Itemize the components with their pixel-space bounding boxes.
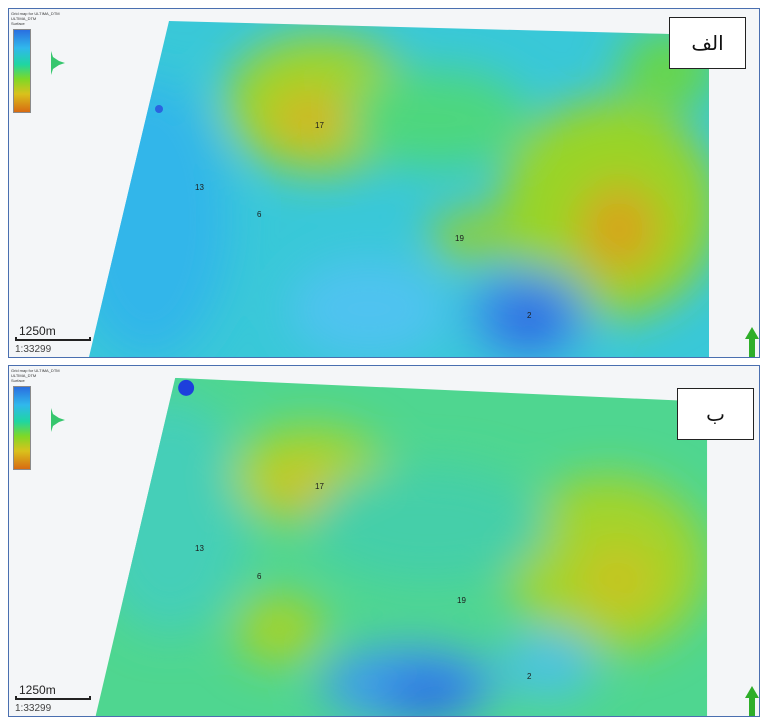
histogram-icon — [51, 408, 65, 432]
scale-bar: 1250m — [15, 324, 95, 341]
histogram-icon — [51, 51, 65, 75]
well-label: 6 — [257, 572, 262, 581]
legend-title-line-1: Grid map for ULTIMA_DTM — [11, 368, 60, 373]
well-label: 17 — [315, 482, 324, 491]
surface-map-b — [95, 377, 708, 716]
color-ramp — [13, 386, 31, 470]
legend-title-line-2: ULTIMA_DTM — [11, 16, 37, 21]
color-legend: Grid map for ULTIMA_DTM ULTIMA_DTM Surfa… — [11, 11, 73, 121]
scale-bar-line — [15, 337, 91, 341]
legend-title-line-2: ULTIMA_DTM — [11, 373, 37, 378]
scale-ratio: 1:33299 — [15, 703, 52, 714]
well-label: 6 — [257, 210, 262, 219]
well-label: 19 — [455, 234, 464, 243]
color-legend: Grid map for ULTIMA_DTM ULTIMA_DTM Surfa… — [11, 368, 73, 478]
scale-distance: 1250m — [19, 683, 56, 697]
north-arrow-icon — [745, 327, 759, 357]
well-label: 17 — [315, 121, 324, 130]
scale-bar-line — [15, 696, 91, 700]
map-panel-b: Grid map for ULTIMA_DTM ULTIMA_DTM Surfa… — [8, 365, 760, 717]
panel-label: الف — [669, 17, 746, 69]
scale-distance: 1250m — [19, 324, 56, 338]
well-label: 13 — [195, 183, 204, 192]
color-ramp — [13, 29, 31, 113]
well-label: 19 — [457, 596, 466, 605]
map-panel-a: Grid map for ULTIMA_DTM ULTIMA_DTM Surfa… — [8, 8, 760, 358]
panel-label: ب — [677, 388, 754, 440]
legend-title-line-1: Grid map for ULTIMA_DTM — [11, 11, 60, 16]
scale-bar: 1250m — [15, 683, 95, 700]
well-label: 13 — [195, 544, 204, 553]
well-label: 2 — [527, 311, 532, 320]
legend-title-line-3: Surface — [11, 21, 25, 26]
north-arrow-icon — [745, 686, 759, 716]
well-label: 2 — [527, 672, 532, 681]
scale-ratio: 1:33299 — [15, 344, 52, 355]
legend-title-line-3: Surface — [11, 378, 25, 383]
surface-map-a — [89, 21, 709, 357]
